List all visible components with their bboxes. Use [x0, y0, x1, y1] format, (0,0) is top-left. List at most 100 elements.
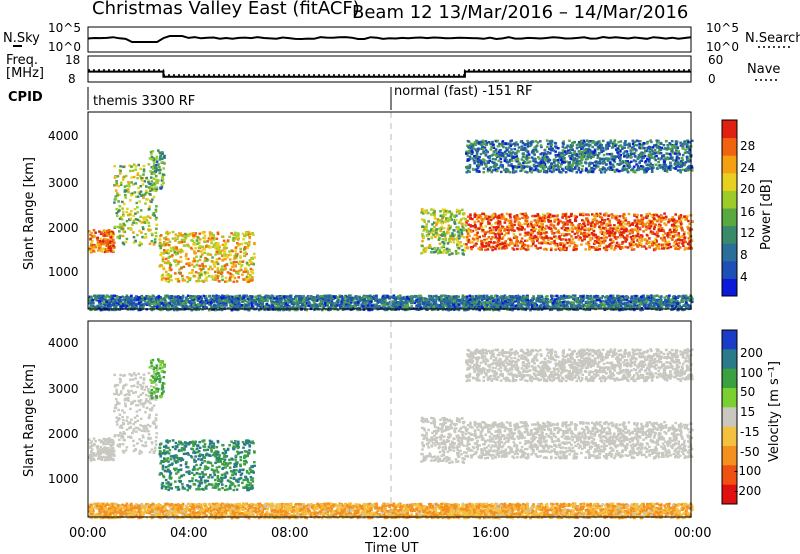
power-cell: [210, 240, 213, 243]
power-cell: [575, 161, 579, 165]
power-cell: [617, 170, 621, 173]
power-cell: [618, 234, 622, 237]
power-cell: [572, 246, 576, 249]
power-cell: [511, 229, 514, 232]
power-cell: [561, 213, 565, 216]
power-cell: [502, 246, 505, 249]
power-cell: [642, 152, 646, 155]
power-cell: [662, 154, 666, 157]
power-cell: [215, 245, 218, 248]
power-cell: [662, 247, 666, 250]
power-cell: [181, 279, 185, 282]
power-cell: [132, 219, 136, 222]
power-cell: [430, 208, 433, 211]
power-cell: [152, 242, 156, 245]
power-cell: [120, 227, 123, 231]
power-cell: [616, 297, 619, 300]
power-cell: [497, 167, 500, 170]
power-cell: [243, 234, 246, 237]
power-cell: [522, 161, 525, 165]
power-cell: [610, 244, 614, 248]
power-cell: [526, 225, 530, 228]
power-cell: [138, 229, 141, 233]
power-cell: [442, 230, 445, 234]
power-cell: [529, 233, 533, 237]
power-cell: [525, 158, 529, 161]
power-cell: [174, 272, 177, 275]
power-cell: [565, 233, 568, 236]
power-cell: [303, 297, 307, 300]
power-cell: [513, 152, 517, 155]
power-cell: [620, 246, 624, 249]
power-cell: [149, 228, 153, 232]
power-cell: [181, 250, 185, 253]
power-cell: [490, 154, 494, 157]
power-cell: [147, 208, 151, 211]
power-cell: [613, 248, 616, 251]
power-cell: [639, 151, 643, 155]
power-cell: [448, 210, 451, 213]
power-cell: [596, 156, 600, 159]
power-cell: [245, 261, 249, 264]
power-cell: [611, 215, 615, 219]
power-cell: [615, 214, 618, 218]
power-cell: [229, 273, 233, 276]
power-cell: [645, 225, 648, 228]
power-cell: [624, 227, 628, 230]
power-cell: [107, 246, 111, 250]
power-cell: [667, 157, 670, 161]
power-cell: [568, 219, 572, 222]
power-cell: [538, 225, 541, 228]
power-cell: [502, 226, 506, 229]
power-cell: [582, 212, 585, 216]
power-cell: [602, 236, 606, 240]
noise-left-tick-bottom: 10^0: [48, 40, 81, 54]
noise-sky-trace: [87, 35, 692, 43]
power-cell: [592, 214, 596, 217]
power-cell: [116, 225, 120, 229]
power-cell: [186, 243, 190, 246]
power-cell: [511, 151, 515, 154]
power-cell: [611, 163, 615, 166]
power-cell: [238, 261, 242, 265]
power-cell: [119, 223, 122, 226]
power-cell: [587, 148, 590, 151]
power-cell: [513, 223, 516, 227]
power-cell: [209, 253, 213, 256]
power-cell: [150, 232, 154, 236]
power-cell: [617, 145, 621, 148]
power-cell: [630, 146, 634, 149]
power-cell: [661, 243, 665, 246]
power-cell: [553, 165, 556, 168]
power-cell: [244, 270, 247, 273]
power-cell: [518, 217, 521, 220]
power-cell: [668, 228, 672, 231]
power-cell: [127, 190, 130, 194]
power-cell: [250, 276, 254, 280]
power-cell: [550, 147, 554, 150]
power-cell: [667, 218, 671, 221]
power-cell: [563, 228, 567, 232]
power-cell: [111, 242, 115, 245]
power-cell: [624, 229, 628, 233]
power-cell: [566, 166, 569, 169]
power-cell: [678, 246, 682, 249]
power-cell: [142, 168, 146, 171]
power-cell: [621, 234, 625, 238]
power-cell: [616, 225, 620, 229]
power-cell: [563, 223, 567, 226]
power-cell: [686, 151, 689, 154]
power-cell: [565, 246, 568, 250]
power-cell: [623, 155, 626, 158]
freq-left-tick-top: 18: [65, 53, 80, 67]
power-cell: [436, 218, 440, 221]
power-cell: [150, 188, 154, 191]
power-cell: [91, 239, 94, 243]
power-cell: [609, 238, 612, 241]
power-cell: [657, 244, 660, 248]
power-cell: [534, 223, 537, 226]
power-cell: [125, 219, 129, 223]
power-cell: [432, 208, 435, 211]
power-cell: [563, 214, 567, 217]
power-cell: [513, 165, 516, 168]
